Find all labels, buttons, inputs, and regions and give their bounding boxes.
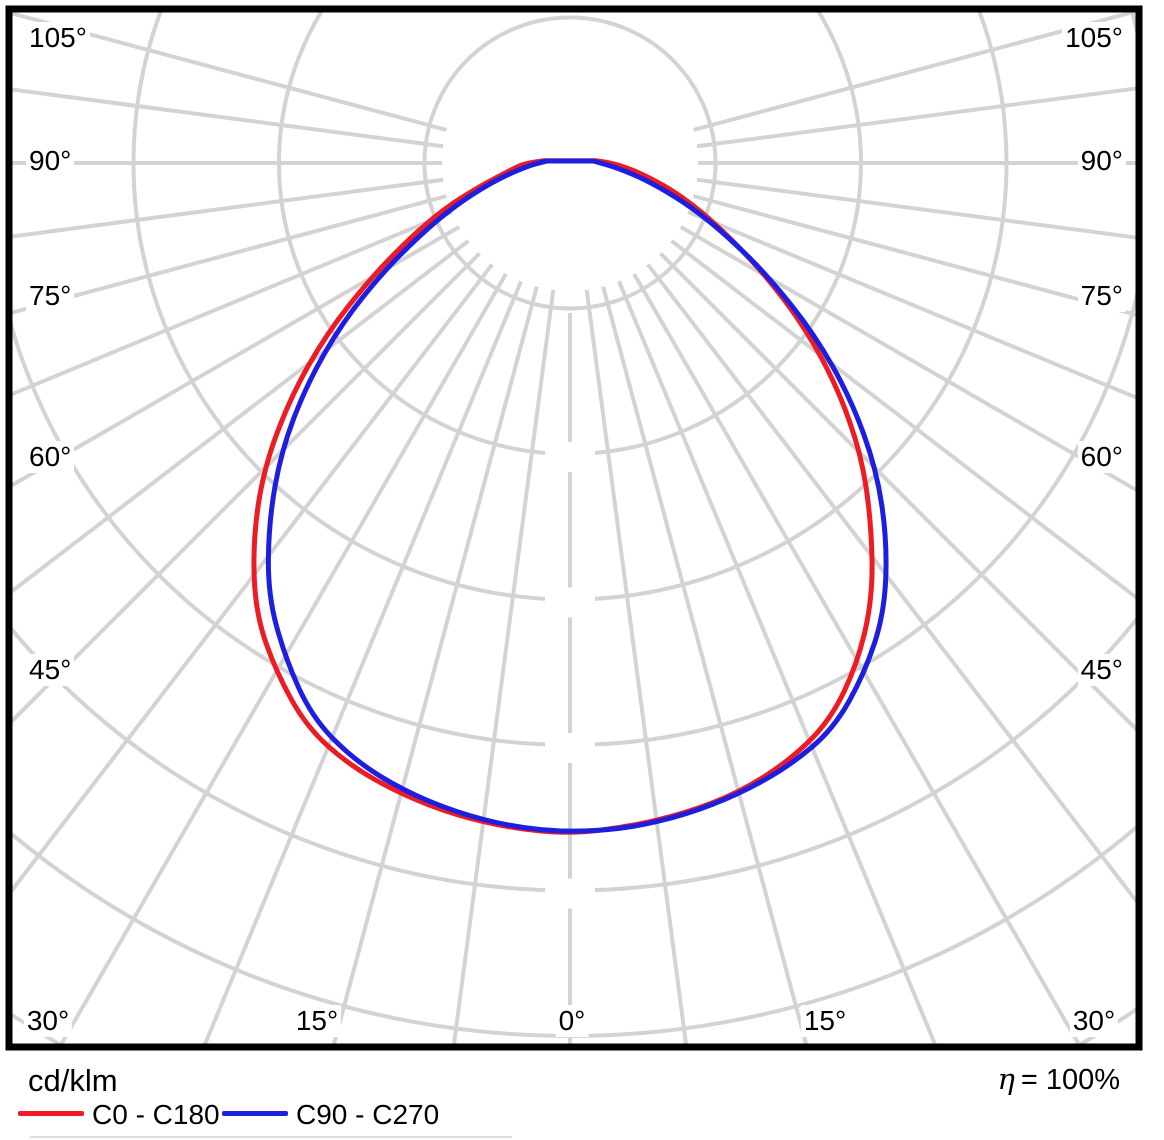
axis-label-gap-5: [545, 878, 595, 909]
legend-blue-line-swatch: [222, 1111, 288, 1116]
grid-ray-left-67.5: [12, 210, 453, 397]
grid-ray-left-7.5: [451, 289, 556, 1044]
angle-label-left-75: 75°: [26, 280, 75, 312]
grid-ray-right-67.5: [687, 210, 1136, 400]
efficiency-text: = 100%: [1020, 1064, 1120, 1096]
angle-label-left-90: 90°: [26, 145, 75, 177]
angle-label-right-75: 75°: [1077, 280, 1126, 312]
grid-ray-right-82.5: [696, 177, 1136, 240]
grid-ray-left-82.5: [12, 177, 444, 239]
angle-label-bottom-3: 15°: [800, 1005, 850, 1037]
angle-label-left-45: 45°: [26, 654, 75, 686]
grid-ray-left-105: [12, 12, 447, 132]
axis-label-gap-2: [545, 442, 595, 472]
angle-label-bottom-1: 15°: [292, 1005, 342, 1037]
eta-symbol: η: [997, 1062, 1015, 1096]
angle-label-bottom-2: 0°: [555, 1005, 589, 1037]
grid-ray-left-15: [331, 286, 539, 1044]
units-label: cd/klm: [28, 1063, 118, 1098]
angle-label-left-60: 60°: [26, 441, 75, 473]
grid-ray-right-75: [693, 194, 1136, 317]
grid-ray-right-30: [632, 272, 1081, 1044]
grid-ray-left-37.5: [12, 263, 494, 894]
curve-c90-c270: [265, 158, 889, 834]
angle-label-right-90: 90°: [1077, 145, 1126, 177]
curve-c0-c180: [251, 158, 875, 835]
axis-label-gap-4: [545, 733, 595, 763]
angle-label-bottom-4: 30°: [1069, 1005, 1119, 1037]
angle-label-bottom-0: 30°: [23, 1005, 73, 1037]
grid-ray-right-7.5: [584, 289, 689, 1044]
grid-ray-left-52.5: [12, 239, 470, 594]
legend-label-c90-c270: C90 - C270: [296, 1099, 440, 1130]
grid-ray-left-30: [59, 272, 508, 1044]
angle-label-right-45: 45°: [1077, 654, 1126, 686]
grid-ray-right-105: [693, 12, 1136, 132]
angle-label-right-60: 60°: [1077, 441, 1126, 473]
grid-ray-left-75: [12, 194, 447, 315]
angle-label-right-105: 105°: [1062, 22, 1126, 54]
plot-frame: [5, 5, 1143, 1051]
grid-ray-right-22.5: [617, 280, 938, 1044]
legend-underline: [30, 1136, 512, 1138]
intensity-curves: [251, 158, 889, 835]
grid-ray-right-15: [601, 286, 809, 1044]
grid-ray-right-60: [679, 225, 1136, 493]
grid-ray-right-97.5: [696, 86, 1136, 149]
legend-label-c0-c180: C0 - C180: [92, 1099, 220, 1130]
grid-ray-right-37.5: [646, 263, 1136, 904]
efficiency-value: η = 100%: [997, 1062, 1120, 1097]
grid-ray-right-45: [659, 252, 1136, 732]
grid-ray-left-22.5: [202, 280, 523, 1044]
grid-ray-left-60: [12, 225, 461, 488]
axis-label-gap-3: [545, 587, 595, 618]
grid-ray-left-97.5: [12, 87, 444, 149]
grid-ray-left-45: [12, 252, 481, 724]
angle-label-left-105: 105°: [26, 22, 90, 54]
legend-red-line-swatch: [18, 1111, 84, 1116]
